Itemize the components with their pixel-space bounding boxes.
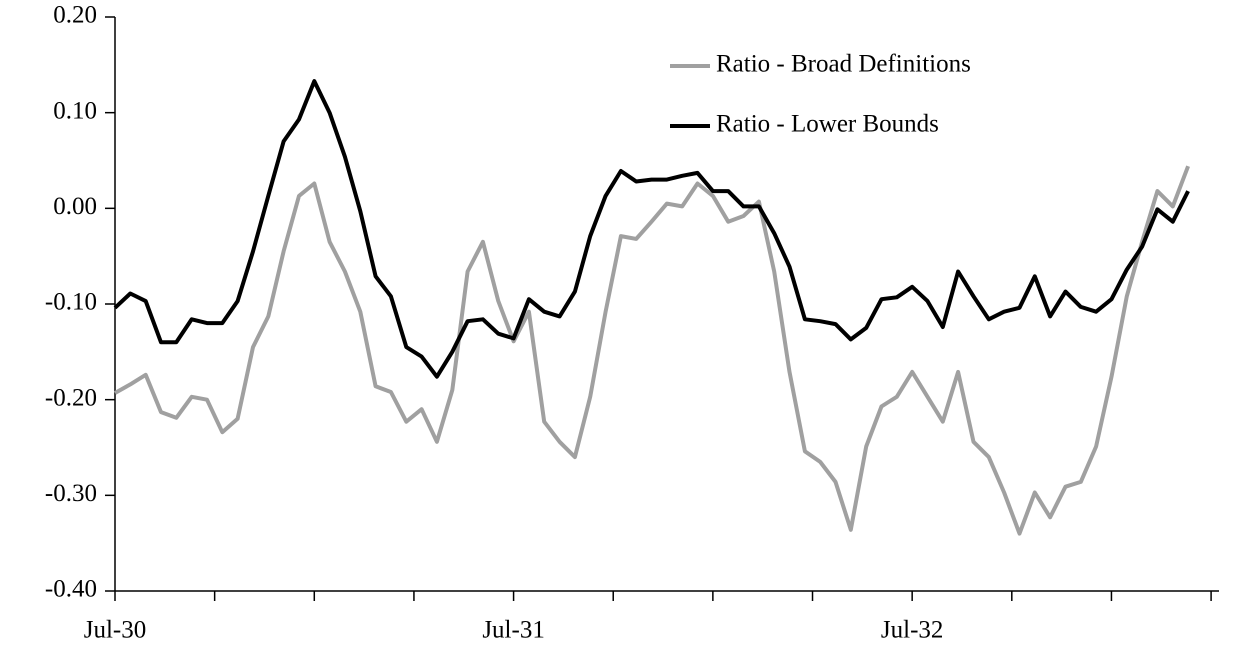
x-tick-label: Jul-30 — [84, 617, 147, 644]
y-tick-label: 0.10 — [53, 97, 97, 124]
series-line — [114, 165, 1190, 536]
legend-label: Ratio - Broad Definitions — [716, 51, 971, 78]
y-tick-label: -0.20 — [45, 384, 97, 411]
x-tick-label: Jul-31 — [482, 617, 545, 644]
x-tick-label: Jul-32 — [881, 617, 944, 644]
series-line — [113, 79, 1190, 379]
y-tick-label: -0.30 — [45, 480, 97, 507]
y-tick-label: -0.10 — [45, 289, 97, 316]
legend-label: Ratio - Lower Bounds — [716, 111, 939, 138]
y-tick-label: 0.20 — [53, 2, 97, 29]
y-tick-label: -0.40 — [45, 576, 97, 603]
y-tick-label: 0.00 — [53, 193, 97, 220]
